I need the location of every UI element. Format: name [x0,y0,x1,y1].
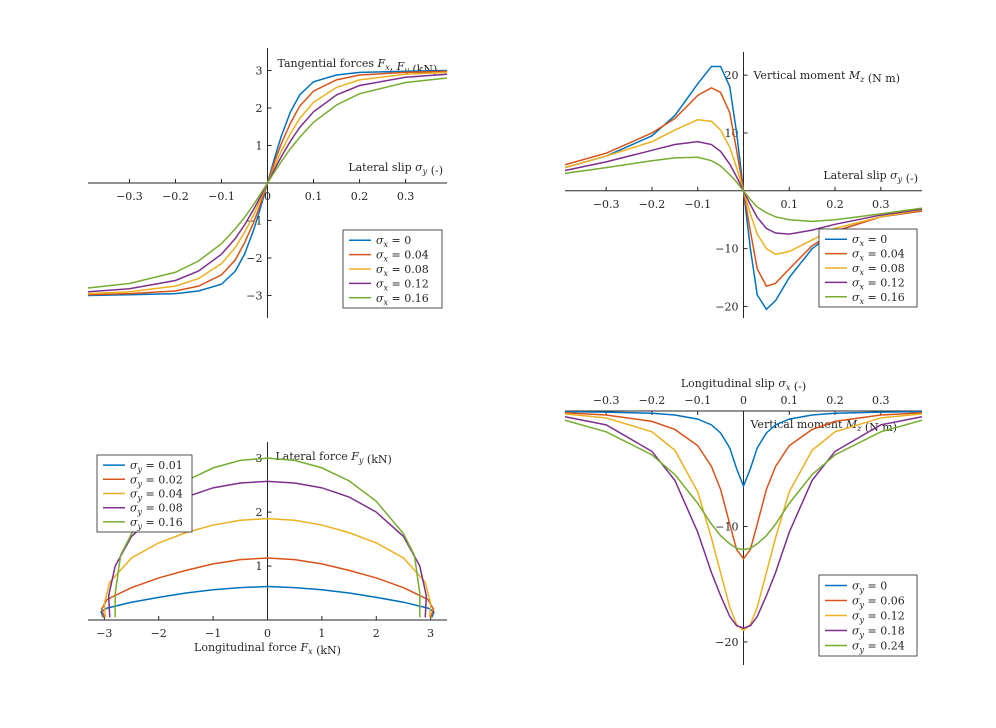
x-tick-label: −0.1 [684,394,711,407]
x-tick-label: 3 [427,627,434,640]
series-line-2 [100,557,435,618]
series-line-3 [103,517,432,618]
x-axis-label: Lateral slip σy (-) [348,161,443,177]
y-tick-label: 1 [256,140,263,153]
legend-entry: σx = 0.04 [852,248,905,263]
y-tick-label: 10 [725,127,739,140]
legend-entry: σx = 0.08 [376,263,429,278]
x-tick-label: −0.1 [684,198,711,211]
legend-entry: σy = 0.01 [130,459,183,474]
x-axis-label: Longitudinal slip σx (-) [681,377,806,393]
series-line-4 [107,480,428,618]
x-axis-label: Longitudinal force Fx (kN) [194,641,341,657]
x-tick-label: −1 [205,627,221,640]
legend-entry: σy = 0.02 [130,473,183,488]
legend-entry: σy = 0.06 [852,595,905,610]
x-tick-label: −0.1 [208,190,235,203]
legend-entry: σy = 0.08 [130,502,183,517]
y-tick-label: 2 [256,102,263,115]
legend-entry: σx = 0 [852,233,887,248]
legend-entry: σy = 0.04 [130,488,183,503]
y-tick-label: −20 [715,636,738,649]
x-tick-label: 0 [264,190,271,203]
x-tick-label: 0.1 [781,198,799,211]
series-line-4 [564,416,923,629]
chart-panel-2: −0.3 −0.2 −0.1 0.1 0.2 0.3 −20 −10 10 20 Vertical … [564,52,923,318]
legend-entry: σx = 0.16 [376,292,429,307]
x-tick-label: 0.3 [397,190,415,203]
x-tick-label: −0.3 [593,198,620,211]
x-tick-label: −0.3 [116,190,143,203]
x-tick-label: −0.2 [639,394,666,407]
chart-panel-1: −0.3 −0.2 −0.1 0 0.1 0.2 0.3−3−2−1123Tangentia… [87,48,448,318]
y-tick-label: −3 [246,290,262,303]
x-tick-label: 2 [373,627,380,640]
series-line-3 [564,413,923,632]
y-axis-label: Lateral force Fy (kN) [276,450,392,466]
series-line-2 [564,411,923,561]
x-tick-label: 0.3 [872,394,890,407]
x-tick-label: 0 [264,627,271,640]
x-tick-label: −0.2 [162,190,189,203]
x-tick-label: 0.2 [826,394,844,407]
x-tick-label: 0.1 [781,394,799,407]
y-tick-label: 20 [725,69,739,82]
x-tick-label: −0.3 [593,394,620,407]
x-tick-label: 0.3 [872,198,890,211]
legend-entry: σy = 0 [852,580,887,595]
legend-entry: σy = 0.24 [852,640,905,655]
y-axis-label: Vertical moment Mz (N m) [750,418,898,434]
x-tick-label: 1 [318,627,325,640]
x-tick-label: −0.2 [639,198,666,211]
x-tick-label: −2 [151,627,167,640]
y-axis-label: Vertical moment Mz (N m) [753,69,901,85]
series-line-5 [564,419,923,551]
y-tick-label: −2 [246,252,262,265]
x-tick-label: 0.2 [351,190,369,203]
x-tick-label: −3 [96,627,112,640]
legend-entry: σy = 0.12 [852,610,905,625]
legend-entry: σx = 0.08 [852,262,905,277]
y-tick-label: −20 [715,300,738,313]
y-tick-label: −10 [715,243,738,256]
series-line-1 [564,410,923,489]
chart-panel-4: −0.3 −0.2 −0.1 0 0.1 0.2 0.3 −20 −10 Longitudinal… [564,377,923,665]
y-tick-label: 1 [256,560,263,573]
series-line-5 [564,156,923,223]
y-tick-label: −10 [715,520,738,533]
x-tick-label: 0.2 [826,198,844,211]
legend-entry: σy = 0.16 [130,516,183,531]
series-line-1 [100,585,435,618]
legend-entry: σx = 0 [376,234,411,249]
y-tick-label: 2 [256,506,263,519]
legend-entry: σx = 0.04 [376,249,429,264]
legend-entry: σy = 0.18 [852,625,905,640]
series-line-5 [87,77,448,289]
legend-entry: σx = 0.12 [376,277,429,292]
x-tick-label: 0 [740,394,747,407]
legend-entry: σx = 0.16 [852,291,905,306]
legend-entry: σx = 0.12 [852,276,905,291]
series-line-5 [114,457,421,618]
y-tick-label: 3 [256,65,263,78]
x-tick-label: 0.1 [305,190,323,203]
x-axis-label: Lateral slip σy (-) [823,169,918,185]
